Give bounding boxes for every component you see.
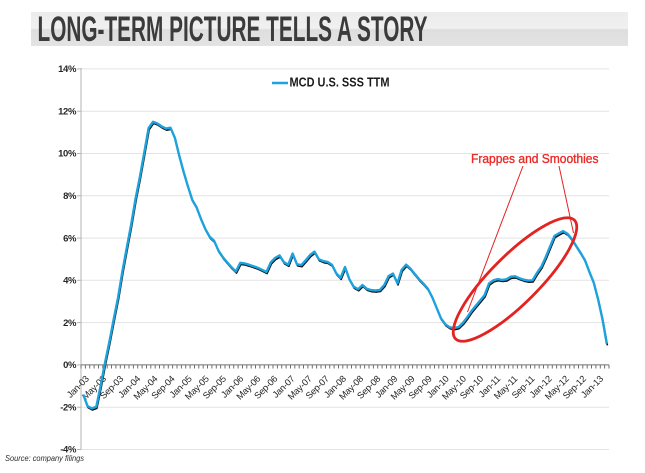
svg-text:Source: company filings: Source: company filings bbox=[5, 453, 85, 463]
svg-text:8%: 8% bbox=[63, 191, 77, 202]
svg-text:LONG-TERM PICTURE TELLS A STOR: LONG-TERM PICTURE TELLS A STORY bbox=[38, 10, 428, 49]
svg-text:MCD U.S. SSS TTM: MCD U.S. SSS TTM bbox=[290, 75, 390, 90]
svg-text:0%: 0% bbox=[63, 360, 77, 371]
svg-text:12%: 12% bbox=[58, 106, 77, 117]
svg-text:Frappes and Smoothies: Frappes and Smoothies bbox=[471, 151, 599, 166]
svg-text:4%: 4% bbox=[63, 276, 77, 287]
svg-text:-4%: -4% bbox=[60, 445, 77, 456]
svg-text:2%: 2% bbox=[63, 318, 77, 329]
svg-text:6%: 6% bbox=[63, 233, 77, 244]
svg-text:14%: 14% bbox=[58, 64, 77, 75]
svg-text:10%: 10% bbox=[58, 149, 77, 160]
svg-text:-2%: -2% bbox=[60, 402, 77, 413]
